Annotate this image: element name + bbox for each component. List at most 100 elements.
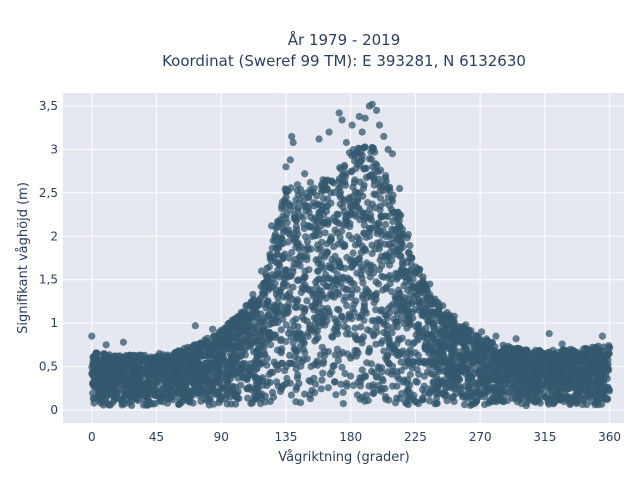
data-point [369, 383, 377, 391]
data-point [274, 293, 282, 301]
data-point [328, 290, 336, 299]
data-point [300, 316, 308, 324]
data-point [231, 315, 239, 323]
data-point [483, 371, 491, 379]
data-point [267, 368, 275, 376]
data-point [580, 364, 588, 372]
data-point [335, 184, 343, 192]
data-point [524, 387, 533, 395]
data-point [440, 327, 448, 335]
data-point [273, 378, 281, 386]
data-point [368, 100, 376, 108]
data-point [440, 376, 448, 384]
data-point [301, 390, 309, 398]
data-point [499, 361, 507, 370]
data-point [444, 335, 452, 343]
data-point [365, 347, 373, 355]
data-point [89, 372, 97, 380]
data-point [281, 250, 289, 258]
data-point [193, 364, 201, 372]
data-point [288, 248, 296, 257]
data-point [535, 360, 543, 368]
data-point [289, 268, 297, 276]
data-point [326, 283, 334, 291]
data-point [431, 356, 439, 364]
data-point [379, 286, 387, 294]
data-point [336, 350, 344, 358]
data-point [348, 167, 356, 175]
data-point [322, 202, 331, 210]
data-point [234, 327, 242, 336]
data-point [360, 221, 368, 229]
data-point [299, 214, 307, 222]
data-point [289, 317, 297, 325]
data-point [342, 169, 350, 178]
data-point [530, 349, 538, 357]
data-point [92, 349, 100, 358]
data-point [438, 390, 446, 398]
data-point [544, 398, 552, 406]
data-point [490, 352, 498, 360]
data-point [96, 368, 104, 376]
data-point [314, 276, 322, 284]
data-point [404, 249, 413, 257]
data-point [132, 378, 141, 386]
data-point [367, 266, 375, 274]
data-point [141, 392, 149, 400]
data-point [233, 392, 241, 400]
data-point [347, 279, 356, 287]
x-tick-label: 360 [598, 430, 621, 444]
data-point [392, 318, 400, 326]
data-point [378, 262, 386, 270]
data-point [394, 290, 402, 298]
data-point [274, 241, 282, 249]
data-point [347, 293, 355, 302]
data-point [512, 335, 520, 343]
data-point [543, 384, 551, 392]
y-tick-label: 1,5 [39, 273, 58, 287]
data-point [461, 383, 469, 391]
data-point [278, 202, 286, 210]
data-point [334, 356, 342, 365]
data-point [282, 163, 290, 171]
data-point [301, 170, 309, 178]
x-tick-label: 225 [404, 430, 427, 444]
data-point [147, 400, 155, 408]
data-point [295, 380, 303, 388]
data-point [241, 345, 249, 354]
data-point [230, 346, 238, 354]
data-point [362, 164, 370, 172]
data-point [277, 326, 285, 334]
data-point [293, 181, 302, 189]
data-point [180, 348, 188, 357]
data-point [353, 189, 361, 197]
data-point [384, 351, 392, 359]
data-point [317, 263, 325, 271]
data-point [550, 399, 558, 407]
data-point [439, 351, 447, 359]
x-tick-label: 135 [275, 430, 298, 444]
data-point [154, 390, 162, 398]
chart-title: År 1979 - 2019 [288, 30, 401, 49]
data-point [277, 385, 286, 393]
data-point [97, 399, 105, 407]
data-point [109, 398, 117, 406]
data-point [439, 302, 447, 310]
data-point [278, 219, 286, 227]
data-point [432, 394, 441, 402]
data-point [301, 272, 309, 280]
data-point [385, 337, 393, 345]
data-point [292, 196, 300, 204]
data-point [161, 382, 169, 390]
data-point [269, 393, 278, 401]
data-point [338, 312, 346, 320]
data-point [130, 389, 138, 397]
data-point [472, 338, 480, 346]
data-point [317, 293, 325, 301]
data-point [334, 240, 342, 248]
data-point [283, 374, 291, 383]
data-point [318, 180, 326, 188]
data-point [368, 317, 376, 325]
data-point [573, 397, 581, 406]
data-point [259, 381, 267, 389]
